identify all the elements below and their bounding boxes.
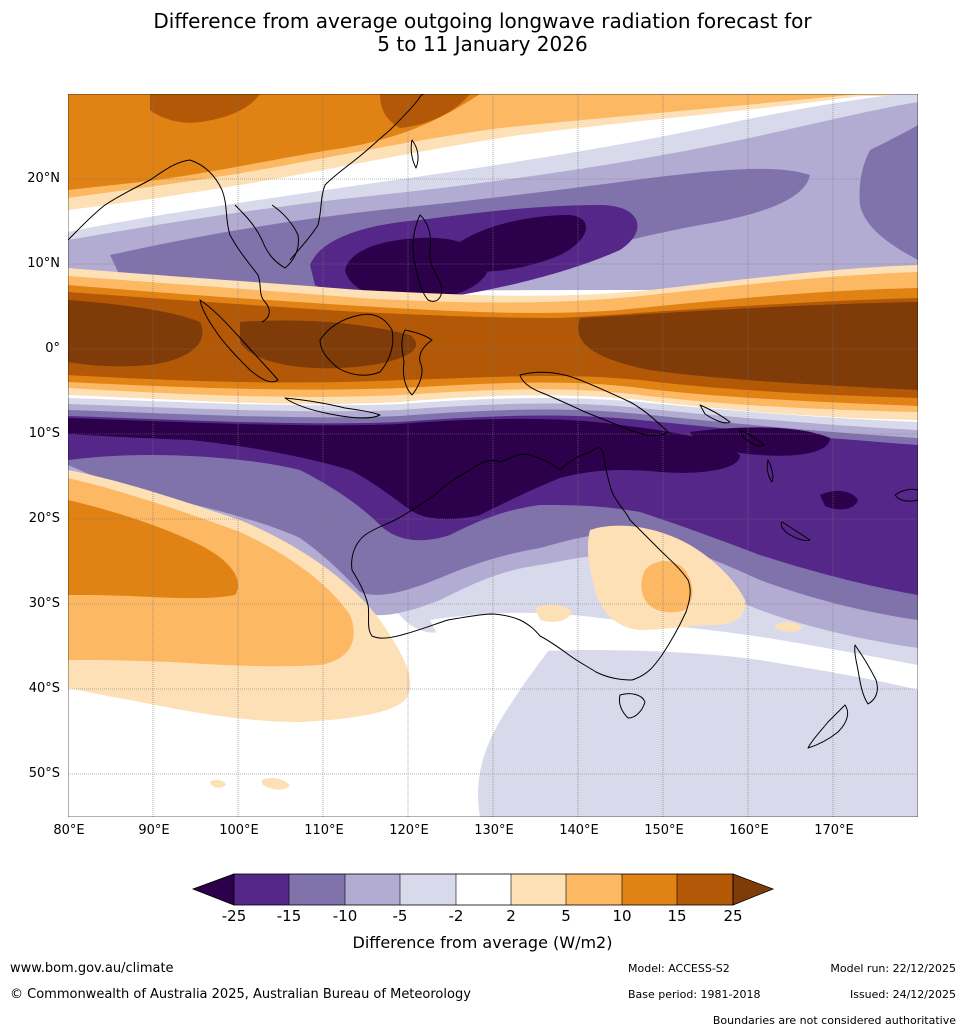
coast-australia [351, 447, 691, 681]
band-south-white-gap [430, 612, 918, 690]
lon-label-100e: 100°E [219, 823, 259, 838]
coast-vanuatu-fiji [766, 459, 918, 502]
colorbar-swatch-9 [677, 874, 733, 905]
colorbar-title: Difference from average (W/m2) [352, 933, 613, 952]
colorbar-extend-low [191, 873, 235, 906]
coast-taiwan [410, 139, 419, 169]
lat-label-20s: 20°S [28, 511, 60, 526]
band-eq-dark-brown [68, 300, 918, 390]
lat-label-20n: 20°N [27, 171, 60, 186]
lon-label-80e: 80°E [53, 823, 85, 838]
coast-sulawesi [401, 329, 433, 396]
footer-website[interactable]: www.bom.gov.au/climate [10, 961, 174, 976]
colorbar-swatch-4 [400, 874, 456, 905]
colorbar-swatch-3 [345, 874, 400, 905]
footer-model-run: Model run: 22/12/2025 [830, 962, 956, 975]
colorbar-tick-7: 5 [561, 907, 571, 925]
lon-label-150e: 150°E [644, 823, 684, 838]
colorbar-frame [233, 873, 734, 906]
colorbar-tick-5: -2 [448, 907, 464, 925]
coast-new-caledonia [780, 521, 811, 541]
colorbar-swatch-5 [456, 874, 511, 905]
colorbar-swatch-6 [511, 874, 566, 905]
colorbar-tick-8: 10 [612, 907, 632, 925]
colorbar-tick-3: -10 [332, 907, 358, 925]
lat-label-30s: 30°S [28, 596, 60, 611]
coast-indochina [234, 204, 299, 269]
colorbar-tick-10: 25 [723, 907, 743, 925]
lat-label-50s: 50°S [28, 766, 60, 781]
colorbar-swatch-1 [234, 874, 289, 905]
olr-anomaly-map [68, 94, 918, 817]
coast-tasmania [619, 693, 646, 719]
coast-new-zealand-north [854, 644, 878, 705]
colorbar-tick-4: -5 [392, 907, 408, 925]
coastlines [68, 94, 918, 749]
coast-philippines [412, 214, 443, 302]
footer-base-period: Base period: 1981-2018 [628, 988, 761, 1001]
lat-label-0: 0° [45, 341, 60, 356]
lon-label-110e: 110°E [304, 823, 344, 838]
coast-asia-mainland [68, 94, 425, 323]
colorbar-swatch-7 [566, 874, 622, 905]
lon-label-140e: 140°E [559, 823, 599, 838]
band-north-deep-purple [345, 215, 587, 300]
lon-label-170e: 170°E [814, 823, 854, 838]
sio-dark-orange [68, 500, 239, 599]
lat-label-40s: 40°S [28, 681, 60, 696]
title-line-1: Difference from average outgoing longwav… [153, 9, 812, 33]
lat-label-10s: 10°S [28, 426, 60, 441]
coast-borneo [319, 313, 394, 376]
band-north-brown [150, 94, 470, 128]
coast-new-zealand-south [807, 704, 849, 749]
coast-solomons [699, 404, 765, 447]
colorbar-tick-9: 15 [667, 907, 687, 925]
lon-label-160e: 160°E [729, 823, 769, 838]
coast-new-guinea [519, 371, 669, 437]
colorbar-tick-2: -15 [276, 907, 302, 925]
colorbar-tick-6: 2 [506, 907, 516, 925]
map-title: Difference from average outgoing longwav… [0, 10, 965, 56]
band-south-deep-purple [68, 418, 858, 520]
colorbar-swatch-8 [622, 874, 677, 905]
colorbar-swatch-2 [289, 874, 345, 905]
colorbar-dividers [288, 874, 678, 905]
footer-disclaimer: Boundaries are not considered authoritat… [712, 1014, 956, 1027]
title-line-2: 5 to 11 January 2026 [377, 32, 588, 56]
graticule [68, 94, 918, 817]
lon-label-90e: 90°E [138, 823, 170, 838]
footer-model: Model: ACCESS-S2 [628, 962, 730, 975]
coast-java [284, 397, 381, 419]
colorbar-tick-1: -25 [221, 907, 247, 925]
footer-issued: Issued: 24/12/2025 [849, 988, 956, 1001]
lon-label-130e: 130°E [474, 823, 514, 838]
eaus-orange [641, 561, 693, 613]
footer-copyright: © Commonwealth of Australia 2025, Austra… [10, 987, 471, 1002]
colorbar-extend-high [732, 873, 775, 906]
lon-label-120e: 120°E [389, 823, 429, 838]
coast-sumatra [199, 299, 279, 383]
lat-label-10n: 10°N [27, 256, 60, 271]
sio-small-patch-1 [210, 778, 290, 790]
